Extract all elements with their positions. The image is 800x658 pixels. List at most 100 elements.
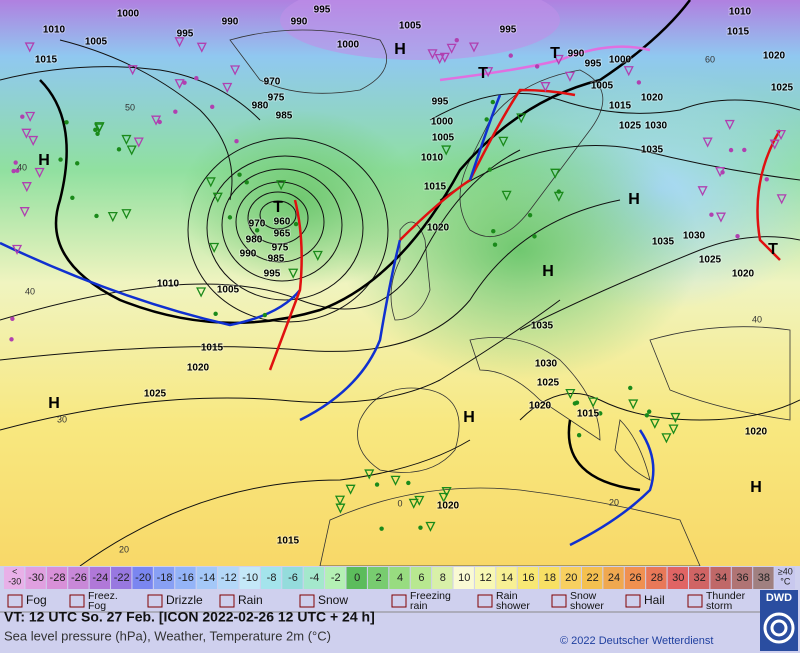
scale-label: 22 (587, 572, 599, 584)
weather-symbol (116, 147, 122, 152)
weather-symbol (742, 147, 747, 153)
scale-cell (710, 567, 731, 589)
pressure-label: 1020 (529, 401, 552, 412)
weather-symbol (230, 65, 241, 76)
weather-symbol (70, 195, 75, 200)
logo-icon (770, 619, 788, 637)
weather-symbol (492, 242, 498, 247)
weather-symbol (454, 37, 459, 43)
weather-symbol (212, 192, 223, 203)
pressure-label: 1015 (727, 27, 750, 38)
weather-symbol (205, 177, 216, 188)
scale-label: -14 (199, 572, 215, 584)
weather-symbol (24, 42, 35, 53)
weather-symbol (408, 498, 419, 509)
weather-symbol (623, 66, 634, 77)
pressure-label: 1035 (652, 237, 675, 248)
weather-symbol (107, 212, 118, 223)
low-marker: T (478, 65, 488, 82)
weather-symbol (196, 287, 207, 298)
weather-symbol (468, 42, 480, 53)
scale-label: 4 (397, 572, 403, 584)
weather-symbol (94, 123, 105, 134)
legend-icon (219, 594, 235, 608)
scale-cell (218, 567, 239, 589)
legend-icon (69, 594, 85, 608)
weather-symbol (670, 412, 681, 424)
legend-icon (551, 594, 567, 608)
weather-symbol (93, 127, 98, 133)
weather-symbol (427, 49, 438, 60)
legend-icon (7, 594, 23, 608)
temperature-labels: 50 40 40 30 20 20 0 60 40 (17, 54, 762, 554)
weather-symbol (75, 161, 80, 166)
weather-symbol (646, 409, 652, 414)
weather-symbol (508, 53, 513, 58)
weather-symbol (121, 209, 132, 220)
coastlines (229, 29, 791, 567)
weather-symbol (550, 168, 561, 179)
weather-symbol (210, 104, 215, 110)
scale-label: ≥40 (778, 566, 793, 576)
weather-symbol (390, 475, 401, 486)
pressure-label: 1015 (609, 101, 632, 112)
weather-symbol (628, 385, 633, 391)
isobars (0, 0, 800, 567)
logo-text: DWD (766, 592, 792, 604)
pressure-label: 1035 (641, 145, 664, 156)
pressure-label: 1015 (201, 343, 224, 354)
temperature-label: 20 (609, 497, 619, 507)
scale-cell (346, 567, 367, 589)
high-marker: H (394, 41, 406, 58)
pressure-label: 990 (240, 249, 257, 260)
pressure-label: 1005 (399, 21, 422, 32)
scale-label: -10 (242, 572, 258, 584)
scale-label: 26 (629, 572, 641, 584)
scale-cell (282, 567, 303, 589)
pressure-label: 1020 (437, 501, 460, 512)
pressure-label: 1030 (683, 231, 706, 242)
high-marker: H (628, 191, 640, 208)
pressure-label: 995 (500, 25, 517, 36)
scale-label: -22 (114, 572, 130, 584)
weather-symbol (21, 128, 32, 139)
pressure-label: 1015 (277, 536, 300, 547)
temperature-field (280, 0, 560, 60)
weather-symbol (441, 145, 452, 156)
pressure-label: 1005 (85, 37, 108, 48)
pressure-label: 1015 (35, 55, 58, 66)
weather-symbol (406, 480, 411, 486)
scale-label: °C (780, 576, 791, 586)
weather-symbol (12, 244, 23, 255)
weather-symbol (21, 182, 32, 193)
scale-cell (367, 567, 389, 589)
weather-symbol (644, 413, 650, 418)
pressure-label: 1020 (745, 427, 768, 438)
pressure-label: 1030 (535, 359, 558, 370)
weather-symbol (735, 234, 740, 239)
scale-cell (453, 567, 474, 589)
scale-cell (517, 567, 539, 589)
pressure-label: 985 (268, 254, 285, 265)
weather-symbol (234, 139, 239, 144)
weather-symbol (498, 136, 509, 147)
weather-symbol (588, 397, 599, 408)
weather-symbol (374, 482, 380, 487)
legend-icon (391, 594, 407, 608)
weather-symbol (709, 212, 714, 217)
scale-cell (303, 567, 325, 589)
scale-cell (260, 567, 282, 589)
scale-label: 10 (458, 572, 470, 584)
weather-symbol (174, 37, 185, 48)
scale-label: -8 (267, 572, 277, 584)
weather-symbol (25, 111, 36, 122)
weather-symbol (775, 129, 787, 141)
scale-label: 24 (608, 572, 620, 584)
scale-cell (4, 567, 25, 589)
logo-icon (763, 612, 795, 644)
high-marker: H (48, 395, 60, 412)
pressure-label: 1025 (537, 378, 560, 389)
weather-symbol (94, 213, 99, 219)
weather-symbol (345, 484, 356, 495)
